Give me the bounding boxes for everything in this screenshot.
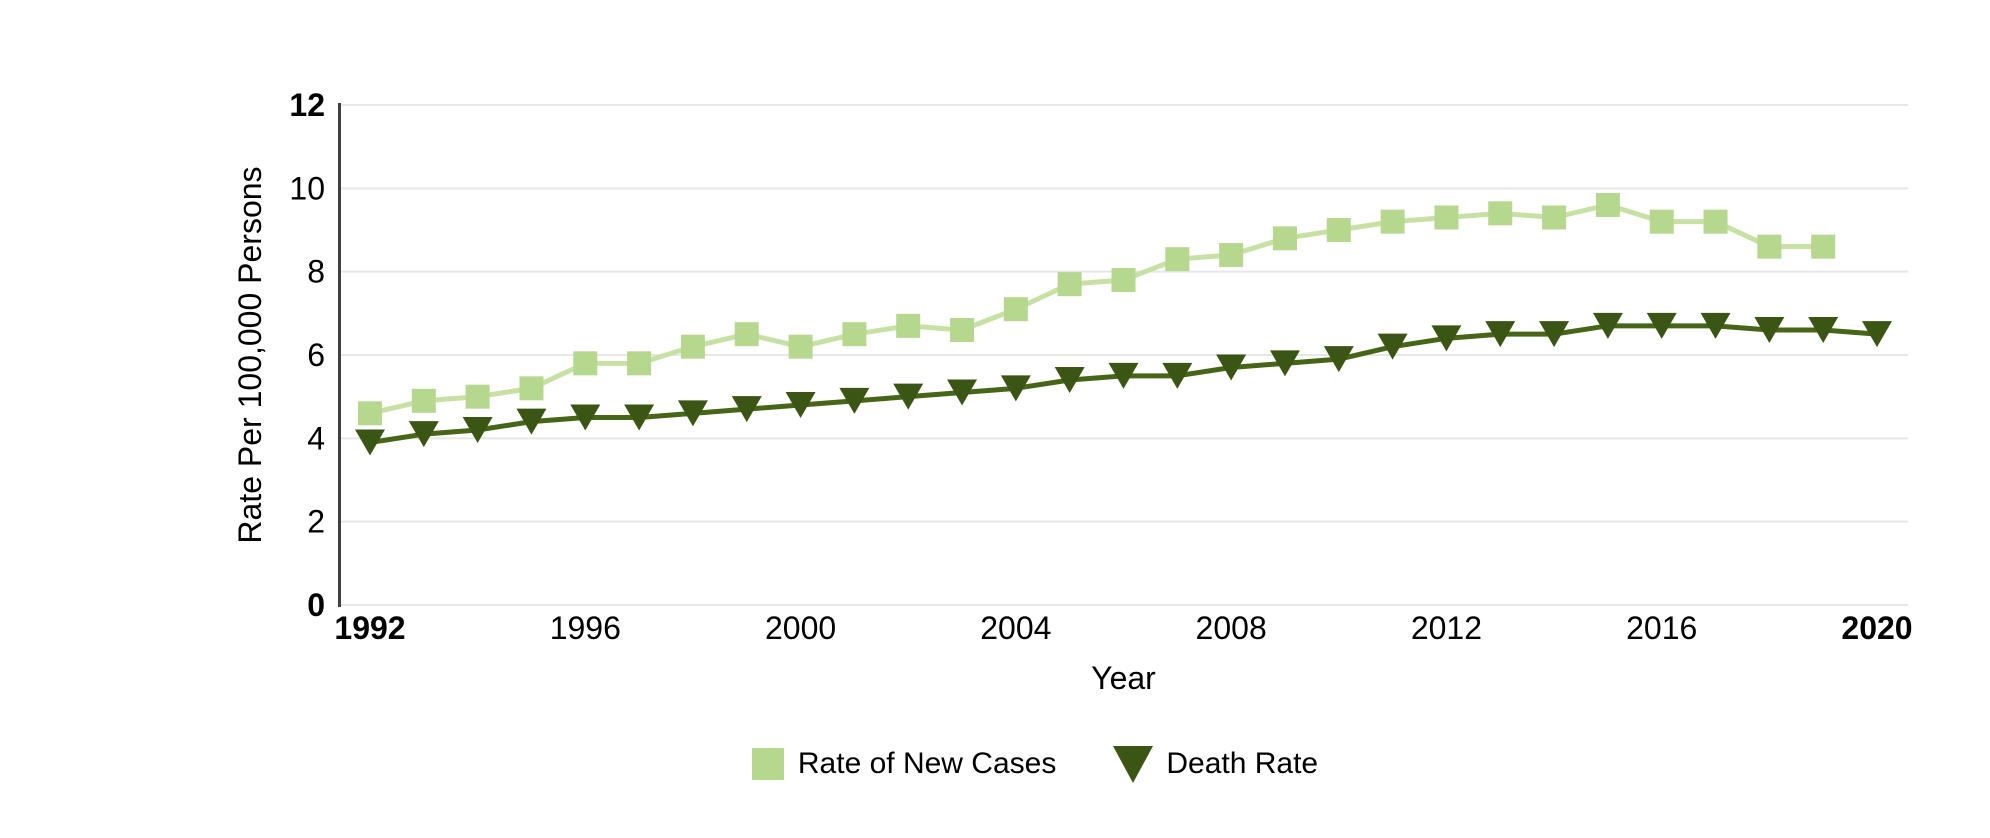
death-rate-point-2007[interactable]: [1162, 362, 1193, 389]
new-cases-point-2002[interactable]: [896, 313, 921, 338]
x-axis-title: Year: [1091, 660, 1156, 696]
death-rate-point-1992[interactable]: [355, 429, 385, 456]
new-cases-point-1998[interactable]: [680, 334, 705, 359]
new-cases-point-1997[interactable]: [627, 351, 652, 376]
x-tick-label-2020: 2020: [1841, 610, 1912, 646]
death-rate-point-2018[interactable]: [1754, 317, 1785, 343]
death-rate-point-2001[interactable]: [839, 387, 870, 414]
y-axis-title: Rate Per 100,000 Persons: [232, 166, 268, 543]
death-rate-point-2011[interactable]: [1377, 333, 1408, 360]
new-cases-point-2013[interactable]: [1488, 201, 1513, 226]
new-cases-point-2010[interactable]: [1326, 218, 1351, 242]
x-tick-label-1996: 1996: [550, 610, 621, 646]
new-cases-point-1995[interactable]: [519, 376, 544, 401]
new-cases-point-2004[interactable]: [1003, 297, 1028, 322]
new-cases-point-2000[interactable]: [788, 334, 813, 359]
death-rate-point-2002[interactable]: [893, 383, 924, 410]
rate-trends-line-chart: 0 2 4 6 8 10 12 1992 1996 2000 2004 2008 2012 2016 202…: [232, 87, 1913, 696]
death-rate-point-2015[interactable]: [1592, 312, 1623, 339]
death-rate-point-1994[interactable]: [462, 417, 493, 443]
x-tick-label-2012: 2012: [1411, 610, 1482, 646]
new-cases-point-2019[interactable]: [1811, 234, 1836, 259]
new-cases-point-2003[interactable]: [950, 318, 975, 342]
death-rate-point-1995[interactable]: [516, 408, 547, 435]
death-rate-point-2013[interactable]: [1485, 321, 1516, 348]
new-cases-point-1992[interactable]: [358, 401, 382, 426]
new-cases-point-1996[interactable]: [573, 351, 598, 376]
new-cases-point-1999[interactable]: [734, 322, 759, 347]
y-tick-label-4: 4: [307, 420, 325, 456]
x-tick-label-2004: 2004: [980, 610, 1051, 646]
y-tick-label-12: 12: [289, 87, 325, 123]
death-rate-point-2020[interactable]: [1862, 321, 1892, 348]
new-cases-point-2014[interactable]: [1542, 205, 1567, 230]
new-cases-point-2011[interactable]: [1380, 209, 1405, 234]
x-tick-label-1992: 1992: [334, 610, 405, 646]
death-rate-point-1993[interactable]: [408, 421, 439, 448]
new-cases-point-2009[interactable]: [1272, 226, 1297, 251]
new-cases-point-1994[interactable]: [465, 384, 490, 409]
y-tick-label-0: 0: [307, 587, 325, 623]
new-cases-point-2012[interactable]: [1434, 205, 1459, 230]
death-rate-point-2009[interactable]: [1269, 350, 1300, 377]
chart-legend: Rate of New Cases Death Rate: [0, 744, 1990, 784]
new-cases-point-2008[interactable]: [1219, 243, 1244, 267]
death-rate-point-2003[interactable]: [947, 379, 978, 406]
legend-item-new-cases[interactable]: Rate of New Cases: [751, 744, 1057, 784]
new-cases-point-2017[interactable]: [1703, 209, 1728, 234]
new-cases-point-2015[interactable]: [1595, 193, 1620, 217]
death-rate-point-2010[interactable]: [1323, 346, 1354, 373]
x-tick-label-2008: 2008: [1196, 610, 1267, 646]
new-cases-square-swatch-icon: [751, 748, 784, 780]
new-cases-point-2006[interactable]: [1111, 268, 1136, 292]
death-rate-point-1999[interactable]: [731, 396, 762, 423]
death-rate-triangle-swatch-icon: [1113, 746, 1154, 783]
legend-label-death-rate: Death Rate: [1166, 747, 1319, 780]
legend-label-new-cases: Rate of New Cases: [797, 747, 1057, 780]
death-rate-point-1996[interactable]: [570, 404, 601, 431]
death-rate-point-2004[interactable]: [1000, 375, 1031, 402]
death-rate-point-1998[interactable]: [677, 400, 708, 427]
death-rate-point-2017[interactable]: [1700, 312, 1731, 339]
new-cases-point-2007[interactable]: [1165, 247, 1190, 272]
legend-item-death-rate[interactable]: Death Rate: [1112, 744, 1318, 784]
y-tick-label-10: 10: [289, 170, 325, 206]
death-rate-point-2008[interactable]: [1216, 354, 1247, 381]
new-cases-point-2005[interactable]: [1057, 272, 1082, 297]
death-rate-point-2014[interactable]: [1539, 321, 1570, 348]
death-rate-point-2019[interactable]: [1808, 317, 1839, 343]
new-cases-point-2016[interactable]: [1649, 209, 1674, 234]
new-cases-point-2001[interactable]: [842, 322, 867, 347]
y-tick-label-6: 6: [307, 337, 325, 373]
new-cases-line: [367, 202, 1826, 416]
y-tick-label-8: 8: [307, 254, 325, 290]
death-rate-point-2005[interactable]: [1054, 367, 1085, 393]
death-rate-point-2006[interactable]: [1108, 362, 1139, 389]
death-rate-point-2000[interactable]: [785, 392, 816, 418]
x-tick-label-2000: 2000: [765, 610, 836, 646]
death-rate-point-2012[interactable]: [1431, 325, 1462, 352]
death-rate-point-2016[interactable]: [1646, 312, 1677, 339]
x-tick-label-2016: 2016: [1626, 610, 1697, 646]
new-cases-point-2018[interactable]: [1757, 234, 1782, 259]
new-cases-point-1993[interactable]: [411, 388, 436, 413]
death-rate-point-1997[interactable]: [624, 404, 655, 431]
y-tick-label-2: 2: [307, 504, 325, 540]
